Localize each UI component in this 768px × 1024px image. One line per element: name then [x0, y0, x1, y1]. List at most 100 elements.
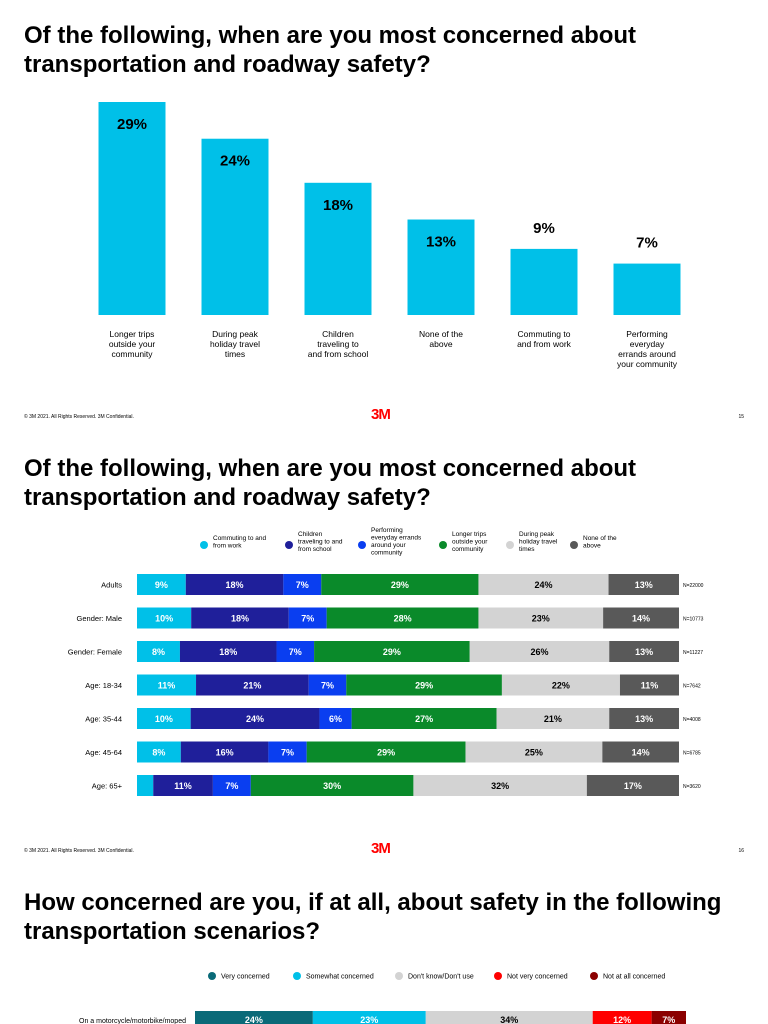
slide-title: Of the following, when are you most conc…: [24, 22, 637, 78]
segment-label: 18%: [226, 580, 244, 590]
segment-label: 25%: [525, 748, 543, 758]
legend-label: During peak holiday travel times: [519, 531, 558, 553]
legend-label: Don't know/Don't use: [408, 974, 474, 981]
slide-title: How concerned are you, if at all, about …: [24, 889, 722, 945]
bar-segment: [153, 775, 213, 796]
bar-segment: [425, 1011, 593, 1024]
footer-copyright: © 3M 2021. All Rights Reserved. 3M Confi…: [24, 414, 134, 420]
bar: [98, 102, 166, 315]
bar-segment: [321, 574, 479, 595]
legend-marker: [506, 541, 514, 549]
bar-segment: [603, 607, 679, 629]
segment-label: 21%: [243, 681, 261, 691]
segment-label: 9%: [155, 580, 168, 590]
segment-label: 24%: [245, 1015, 263, 1024]
bar-segment: [306, 741, 466, 763]
category-label-line: Longer trips: [110, 329, 155, 339]
bar: [201, 138, 269, 315]
bar-segment: [137, 641, 180, 662]
legend-label-line: around your: [371, 542, 407, 549]
category-label-line: During peak: [212, 329, 259, 339]
segment-label: 11%: [158, 681, 176, 691]
legend-marker: [590, 972, 598, 980]
legend-label-line: from work: [213, 543, 242, 550]
legend-marker: [358, 541, 366, 549]
vertical-bar-chart: 29% Longer trips outside your community 24% D…: [98, 102, 681, 369]
segment-label: 10%: [155, 714, 173, 724]
segment-label: 32%: [491, 781, 509, 791]
bar-segment: [137, 708, 191, 729]
row-label: Gender: Male: [77, 614, 122, 623]
bar-segment: [195, 1011, 313, 1024]
segment-label: 29%: [415, 681, 433, 691]
bar-segment: [250, 775, 414, 796]
bar-segment: [137, 674, 197, 696]
category-label-line: community: [111, 349, 153, 359]
segment-label: 22%: [552, 681, 570, 691]
category-label: Children traveling to and from school: [308, 329, 369, 359]
legend-label-line: None of the: [583, 535, 617, 542]
slide-title: Of the following, when are you most conc…: [24, 455, 637, 511]
legend-label-line: community: [371, 550, 403, 557]
legend-label: Children traveling to and from school: [298, 531, 343, 553]
bar-segment: [137, 574, 186, 595]
category-label: During peak holiday travel times: [210, 329, 260, 359]
segment-label: 18%: [231, 614, 249, 624]
bar-segment: [137, 607, 192, 629]
legend-label-line: During peak: [519, 531, 555, 538]
bar-segment: [191, 607, 289, 629]
segment-label: 13%: [635, 647, 653, 657]
bar: [304, 182, 372, 315]
legend-label-line: outside your: [452, 539, 488, 546]
segment-label: 11%: [641, 681, 659, 691]
3m-logo: 3M: [371, 840, 391, 857]
sample-size-label: N=22000: [683, 583, 704, 589]
bar-segment: [608, 574, 679, 595]
segment-label: 8%: [152, 748, 165, 758]
legend-label-line: Performing: [371, 527, 403, 534]
segment-label: 13%: [635, 580, 653, 590]
segment-label: 29%: [377, 748, 395, 758]
category-label-line: times: [225, 349, 245, 359]
segment-label: 27%: [415, 714, 433, 724]
segment-label: 18%: [219, 647, 237, 657]
bar-segment: [602, 741, 679, 763]
page-number: 15: [738, 414, 744, 420]
segment-label: 23%: [360, 1015, 378, 1024]
bar-segment: [137, 775, 154, 796]
row-label: Age: 45-64: [85, 748, 122, 757]
bar-segment: [283, 574, 322, 595]
legend-label: Not at all concerned: [603, 974, 665, 981]
row-label: Age: 18-34: [85, 681, 122, 690]
segment-label: 12%: [613, 1015, 631, 1024]
bar: [407, 219, 475, 315]
bar-segment: [586, 775, 679, 796]
legend-label-line: everyday errands: [371, 535, 422, 542]
category-label-line: above: [429, 339, 452, 349]
segment-label: 7%: [301, 614, 314, 624]
bar-segment: [180, 741, 269, 763]
bar-segment: [179, 641, 277, 662]
row-label: On a motorcycle/motorbike/moped: [79, 1018, 186, 1024]
bar-segment: [312, 1011, 426, 1024]
sample-size-label: N=3620: [683, 784, 701, 790]
segment-label: 7%: [662, 1015, 675, 1024]
sample-size-label: N=7642: [683, 684, 701, 690]
bar-segment: [319, 708, 352, 729]
footer-copyright: © 3M 2021. All Rights Reserved. 3M Confi…: [24, 848, 134, 854]
bar-segment: [592, 1011, 652, 1024]
segment-label: 26%: [530, 647, 548, 657]
legend-marker: [208, 972, 216, 980]
bar-segment: [465, 741, 603, 763]
legend-label-line: Longer trips: [452, 531, 487, 538]
category-label-line: traveling to: [317, 339, 359, 349]
legend-label-line: above: [583, 543, 601, 550]
legend-marker: [293, 972, 301, 980]
bar-segment: [346, 674, 502, 696]
segment-label: 10%: [155, 614, 173, 624]
legend-marker: [570, 541, 578, 549]
bar-segment: [212, 775, 251, 796]
segment-label: 17%: [624, 781, 642, 791]
bar-segment: [609, 641, 679, 662]
segment-label: 11%: [174, 781, 192, 791]
